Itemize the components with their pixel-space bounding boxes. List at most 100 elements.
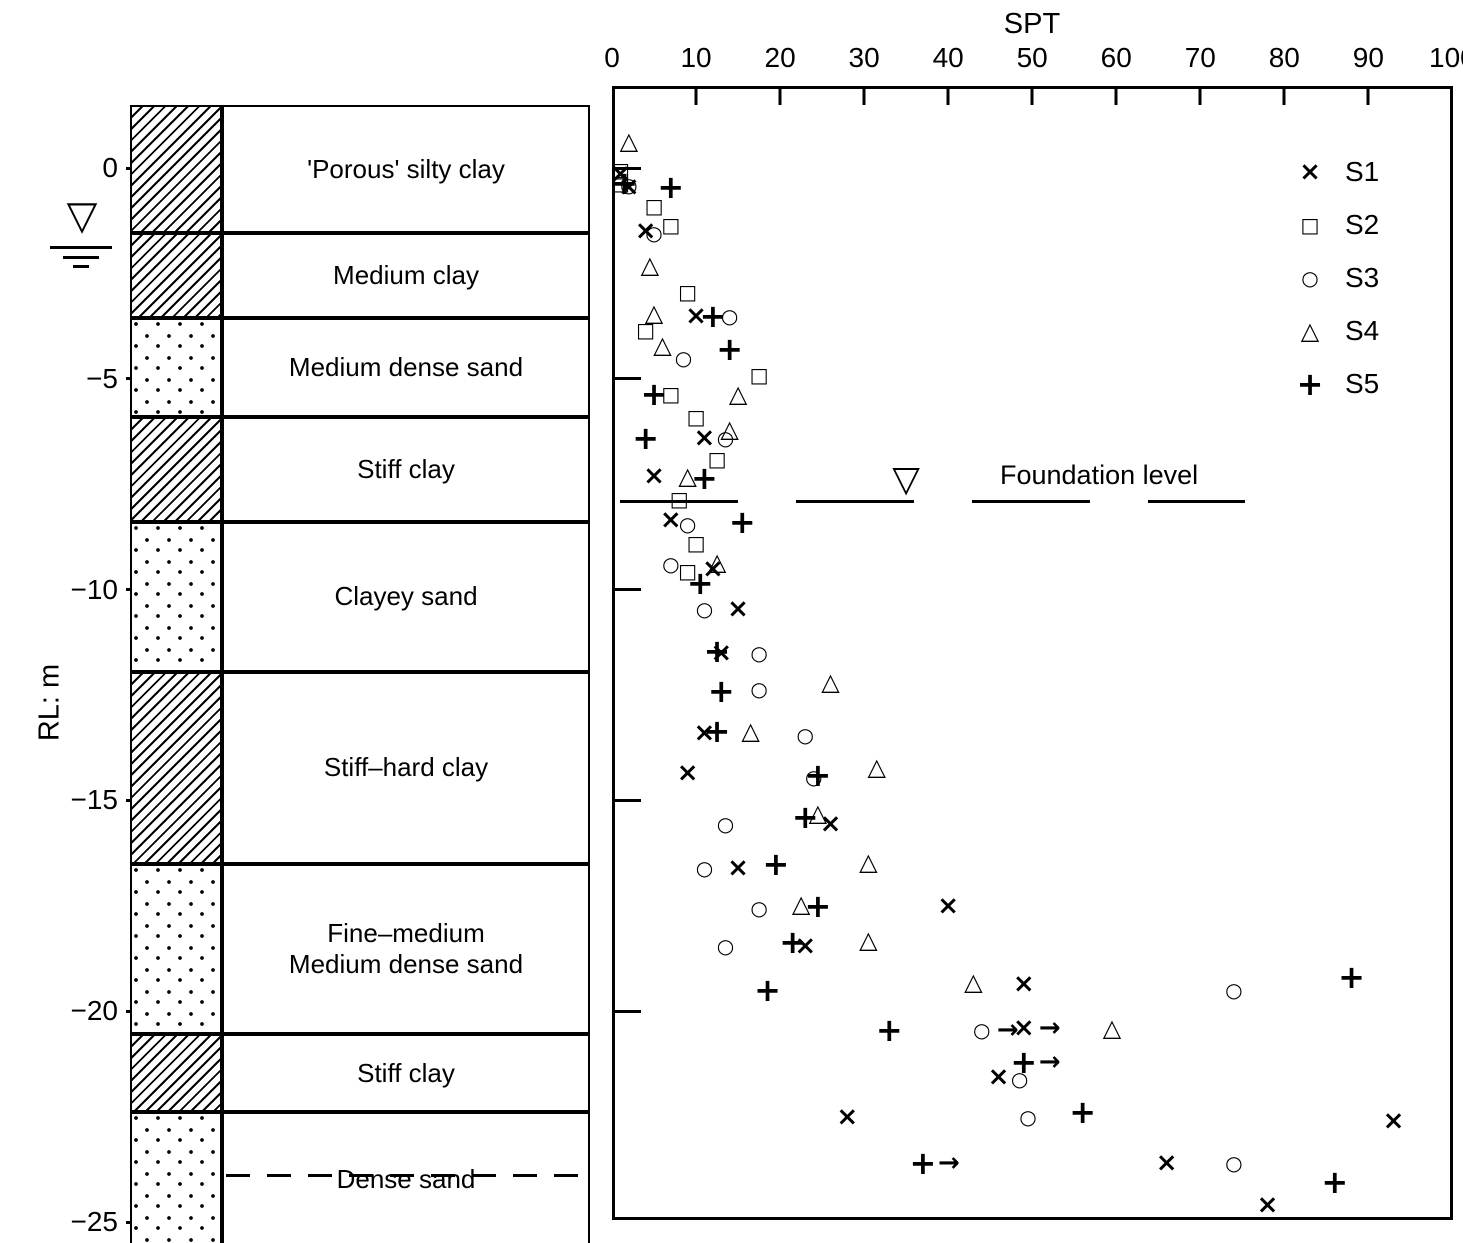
soil-layer-label: Stiff clay [222,1034,590,1113]
plot-depth-tick [615,1009,641,1013]
soil-layer-label: Dense sand [222,1112,590,1243]
point-s5: + [779,922,807,961]
borehole-layer-sand [130,1112,222,1243]
point-s5: + [632,418,660,457]
borehole-layer-clay [130,671,222,864]
point-s3: ○ [620,172,638,197]
point-s1: × [1012,968,1035,999]
point-s1: × [1382,1105,1405,1136]
water-table-line [50,246,112,249]
borehole-layer-sand [130,522,222,672]
x-tick-label: 100 [1429,42,1463,73]
point-s1: × [794,930,817,961]
point-s1: × [609,159,632,190]
point-s5: + [1010,1042,1038,1081]
point-s2: □ [661,381,681,406]
point-s5: + [703,631,731,670]
point-s5: + [875,1011,903,1050]
rl-tick-label: 0 [102,152,118,183]
x-axis-title: SPT [1003,8,1061,40]
exceeds-arrow-icon: → [1038,1046,1061,1077]
point-s2: □ [644,193,664,218]
point-s4: △ [640,250,660,279]
point-s3: ○ [674,345,693,370]
point-s5: + [754,971,781,1010]
point-s3: ○ [804,765,823,790]
point-s1: × [693,717,716,748]
point-s4: △ [964,967,983,996]
point-s4: △ [741,716,760,745]
borehole-layer-clay [130,104,222,234]
point-s3: ○ [695,596,714,621]
point-s2: □ [707,446,727,471]
point-s3: ○ [645,221,663,246]
x-tick-label: 40 [932,42,964,73]
point-s3: ○ [750,895,768,920]
point-s1: × [1155,1147,1178,1178]
borehole-layer-sand [130,317,222,417]
point-s5: + [707,671,735,710]
foundation-level-line [620,500,1245,504]
soil-layer-label: Stiff–hard clay [222,671,590,864]
point-s4: △ [1102,1014,1122,1043]
x-tick-label: 60 [1100,42,1132,73]
point-s1: × [727,852,749,883]
point-s5: + [611,163,638,202]
point-s4: △ [867,752,886,781]
point-s4: △ [808,799,828,828]
point-s5: + [716,330,744,369]
x-tick-label: 80 [1268,42,1300,73]
point-s3: ○ [796,723,815,748]
point-s3: ○ [973,1018,991,1043]
point-s1: × [643,460,665,491]
point-s4: △ [707,548,727,577]
point-s1: × [727,593,749,624]
point-s1: × [701,553,724,584]
point-s4: △ [653,331,672,360]
point-s2: □ [661,212,681,237]
point-s5: + [909,1143,937,1182]
x-tick-label: 20 [764,42,796,73]
exceeds-arrow-icon: → [1038,1013,1061,1044]
soil-layer-label: Clayey sand [222,522,590,672]
exceeds-arrow-icon: → [938,1147,960,1178]
point-s4: △ [859,847,878,876]
point-s1: × [1012,1013,1035,1044]
point-s3: ○ [1010,1066,1029,1091]
plot-depth-tick [615,377,641,381]
point-s3: ○ [716,425,735,450]
point-s2: □ [636,318,656,343]
foundation-level-label: Foundation level [1000,460,1199,490]
point-s1: × [937,890,960,921]
x-tick-mark [1030,89,1034,105]
point-s2: □ [686,531,706,556]
point-s1: × [676,757,699,788]
point-s3: ○ [1019,1104,1037,1129]
plot-depth-tick [615,588,641,592]
point-s1: × [836,1101,859,1132]
point-s1: × [617,171,640,202]
point-s4: △ [720,415,739,444]
x-tick-label: 50 [1016,42,1048,73]
x-tick-mark [1114,89,1118,105]
water-table-line [63,256,99,259]
x-tick-label: 70 [1184,42,1216,73]
plot-depth-tick [615,798,641,802]
point-s3: ○ [662,552,680,577]
legend-label-s2: S2 [1345,209,1380,240]
soil-layer-label: 'Porous' silty clay [222,104,590,234]
x-tick-mark [1282,89,1286,105]
point-s5: + [804,756,832,795]
x-tick-mark [1198,89,1202,105]
point-s5: + [728,503,756,542]
y-axis-title: RL: m [33,663,66,742]
legend-label-s4: S4 [1345,315,1380,346]
point-s5: + [686,564,714,603]
water-table-line [73,265,89,268]
soil-layer-label: Medium dense sand [222,317,590,417]
soil-layer-label: Fine–medium Medium dense sand [222,863,590,1035]
point-s5: + [791,798,819,837]
exceeds-arrow-icon: → [996,1015,1019,1046]
soil-layer-label: Medium clay [222,233,590,318]
